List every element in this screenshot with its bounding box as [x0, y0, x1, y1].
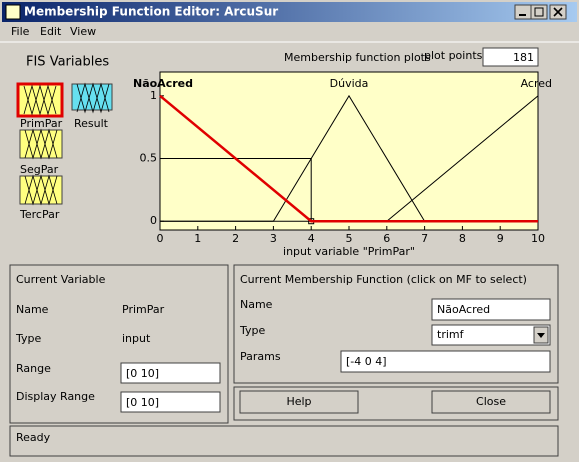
y-tick-label: 1 — [150, 89, 157, 102]
x-tick-label: 5 — [346, 232, 353, 245]
variable-icon[interactable] — [16, 82, 64, 118]
x-tick-label: 3 — [270, 232, 277, 245]
field-value: PrimPar — [122, 303, 165, 316]
mf-name-input[interactable] — [431, 298, 551, 321]
mf-type-select[interactable] — [431, 324, 551, 346]
mf-plot[interactable]: 0 1 2 3 4 5 6 7 8 9 10 0 0.5 1 input variable "PrimPar… — [133, 71, 552, 258]
current-variable-panel — [9, 264, 229, 424]
menu-item[interactable]: File — [11, 25, 30, 38]
menu-item[interactable]: Edit — [40, 25, 62, 38]
variable-label: SegPar — [20, 163, 59, 176]
status-panel — [9, 425, 559, 457]
field-label: Display Range — [16, 390, 95, 403]
x-tick-label: 6 — [383, 232, 390, 245]
x-axis-label: input variable "PrimPar" — [283, 245, 415, 258]
buttons-panel — [233, 386, 559, 421]
variable-icon[interactable] — [71, 83, 113, 113]
mf-params-input[interactable] — [340, 350, 551, 373]
x-tick-label: 8 — [459, 232, 466, 245]
field-value: [0 10] — [126, 367, 159, 380]
mf-label: NãoAcred — [133, 77, 193, 90]
variable-icon[interactable] — [19, 175, 63, 205]
x-tick-label: 7 — [421, 232, 428, 245]
variable-label: Result — [74, 117, 109, 130]
button-label: Close — [476, 395, 506, 408]
field-value: [-4 0 4] — [346, 355, 387, 368]
plot-points-input[interactable] — [482, 47, 539, 67]
plot-points-label: plot points: — [424, 49, 486, 62]
window-controls[interactable] — [514, 4, 567, 20]
field-value: [0 10] — [126, 396, 159, 409]
status-text: Ready — [16, 431, 51, 444]
title-bar — [2, 2, 577, 22]
variable-label: PrimPar — [20, 117, 63, 130]
plot-area — [159, 71, 539, 231]
field-label: Name — [16, 303, 49, 316]
mf-label: Dúvida — [330, 77, 369, 90]
menu-item[interactable]: View — [70, 25, 96, 38]
x-tick-label: 1 — [194, 232, 201, 245]
panel-title: Current Membership Function (click on MF… — [240, 273, 527, 286]
app-icon — [5, 4, 21, 20]
close-button[interactable] — [431, 390, 551, 414]
field-label: Type — [239, 324, 265, 337]
mf-label: Acred — [521, 77, 552, 90]
panel-title: Current Variable — [16, 273, 106, 286]
minimize-button[interactable] — [514, 4, 532, 20]
field-value: input — [122, 332, 151, 345]
variable-label: TercPar — [19, 208, 60, 221]
range-input[interactable] — [120, 362, 221, 384]
y-tick-label: 0.5 — [140, 152, 158, 165]
variable-icon[interactable] — [19, 129, 63, 159]
y-tick-label: 0 — [150, 214, 157, 227]
plot-title: Membership function plots — [284, 51, 431, 64]
x-tick-label: 2 — [232, 232, 239, 245]
field-label: Type — [15, 332, 41, 345]
field-value: trimf — [437, 328, 465, 341]
plot-points-value: 181 — [513, 51, 534, 64]
current-mf-panel — [233, 264, 559, 384]
x-tick-label: 10 — [531, 232, 545, 245]
x-tick-label: 0 — [157, 232, 164, 245]
x-tick-label: 9 — [497, 232, 504, 245]
field-label: Params — [240, 350, 281, 363]
window-title: Membership Function Editor: ArcuSur — [24, 5, 278, 19]
field-value: NãoAcred — [437, 303, 490, 316]
field-label: Name — [240, 298, 273, 311]
fis-variables-title: FIS Variables — [26, 55, 109, 70]
membership-function — [159, 94, 538, 223]
field-label: Range — [16, 362, 51, 375]
help-button[interactable] — [239, 390, 359, 414]
x-tick-label: 4 — [308, 232, 315, 245]
display-range-input[interactable] — [120, 391, 221, 413]
maximize-button[interactable] — [530, 4, 548, 20]
button-label: Help — [286, 395, 311, 408]
